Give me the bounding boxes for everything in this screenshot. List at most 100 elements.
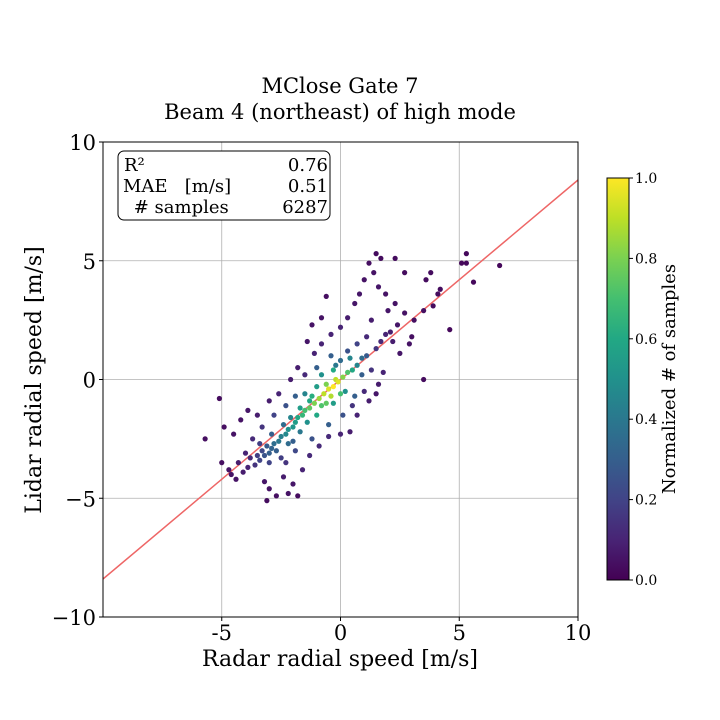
data-point-86	[302, 372, 308, 378]
data-point-145	[295, 414, 301, 421]
data-point-1	[463, 260, 469, 266]
data-point-115	[314, 365, 320, 371]
data-point-97	[257, 441, 263, 447]
data-point-166	[335, 379, 341, 385]
data-point-42	[309, 322, 315, 328]
data-point-142	[330, 400, 336, 406]
data-point-138	[342, 388, 348, 394]
data-point-154	[345, 369, 351, 375]
data-point-117	[359, 372, 365, 378]
data-point-144	[297, 405, 303, 411]
data-point-2	[470, 279, 477, 285]
data-point-116	[352, 393, 358, 399]
data-point-56	[266, 398, 272, 404]
data-point-87	[364, 334, 370, 340]
data-point-16	[378, 255, 384, 261]
data-point-108	[261, 452, 268, 459]
colorbar-tick-label-1: 0.2	[635, 493, 657, 509]
data-point-85	[378, 338, 384, 345]
data-point-3	[497, 262, 503, 269]
data-point-103	[292, 448, 298, 454]
data-point-34	[285, 490, 291, 497]
data-point-109	[264, 443, 270, 449]
data-point-98	[257, 457, 263, 463]
y-tick-label-2: 0	[83, 369, 96, 393]
data-point-48	[397, 350, 403, 356]
data-point-39	[371, 270, 377, 276]
data-point-148	[330, 367, 336, 373]
data-point-81	[307, 452, 313, 459]
data-point-73	[380, 369, 386, 375]
data-point-91	[368, 367, 374, 373]
data-point-22	[273, 493, 279, 499]
data-point-79	[245, 464, 251, 470]
y-axis-ticks: −10 −5 0 5 10	[52, 131, 103, 630]
data-point-62	[390, 338, 396, 345]
data-point-64	[295, 365, 301, 371]
data-point-110	[364, 353, 370, 359]
data-point-119	[292, 393, 298, 399]
data-point-59	[366, 398, 372, 404]
data-point-9	[430, 303, 436, 309]
data-point-33	[266, 486, 272, 492]
data-point-135	[283, 431, 289, 437]
colorbar-tick-label-3: 0.6	[635, 332, 657, 348]
data-point-74	[383, 331, 389, 337]
data-point-61	[387, 329, 393, 335]
data-point-67	[240, 469, 246, 475]
x-tick-label-2: 5	[453, 621, 466, 645]
data-point-127	[276, 438, 282, 444]
data-point-99	[266, 460, 272, 466]
data-point-140	[290, 424, 296, 430]
data-point-84	[361, 388, 367, 394]
data-point-106	[309, 436, 315, 442]
data-point-95	[254, 452, 260, 459]
data-point-152	[302, 407, 308, 413]
data-point-139	[318, 372, 325, 378]
stats-label-r2: R²	[124, 155, 145, 176]
data-point-114	[328, 353, 334, 359]
y-tick-label-3: 5	[83, 250, 96, 274]
data-point-78	[311, 350, 317, 356]
data-point-153	[337, 391, 344, 397]
data-point-75	[337, 324, 344, 330]
stats-box-frame	[117, 150, 331, 221]
data-point-161	[316, 395, 322, 402]
data-point-44	[261, 479, 268, 485]
data-point-160	[340, 374, 346, 380]
data-point-23	[411, 317, 417, 323]
data-point-123	[359, 355, 365, 361]
data-point-38	[383, 291, 389, 297]
data-point-82	[316, 443, 322, 449]
data-points	[202, 251, 503, 504]
data-point-58	[347, 429, 353, 435]
data-point-31	[228, 471, 234, 478]
data-point-28	[226, 467, 232, 473]
data-point-137	[285, 426, 291, 432]
data-point-150	[309, 393, 315, 399]
data-point-17	[392, 255, 398, 261]
data-point-147	[314, 412, 320, 418]
data-point-105	[340, 412, 346, 418]
y-axis-label: Lidar radial speed [m/s]	[22, 246, 47, 513]
data-point-94	[259, 424, 265, 430]
data-point-55	[254, 412, 260, 418]
x-tick-label-3: 10	[565, 621, 592, 645]
data-point-92	[373, 346, 379, 352]
data-point-165	[326, 386, 332, 392]
data-point-35	[406, 341, 412, 347]
data-point-0	[459, 260, 465, 266]
data-point-21	[219, 460, 225, 466]
data-point-11	[423, 277, 429, 283]
data-point-163	[321, 391, 327, 397]
data-point-113	[290, 438, 296, 444]
data-point-5	[447, 327, 453, 333]
y-tick-label-1: −5	[65, 487, 96, 511]
data-point-118	[326, 422, 332, 428]
data-point-51	[352, 300, 358, 307]
data-point-60	[375, 381, 382, 387]
data-point-107	[283, 403, 289, 409]
data-point-120	[269, 431, 275, 437]
data-point-27	[323, 293, 329, 299]
